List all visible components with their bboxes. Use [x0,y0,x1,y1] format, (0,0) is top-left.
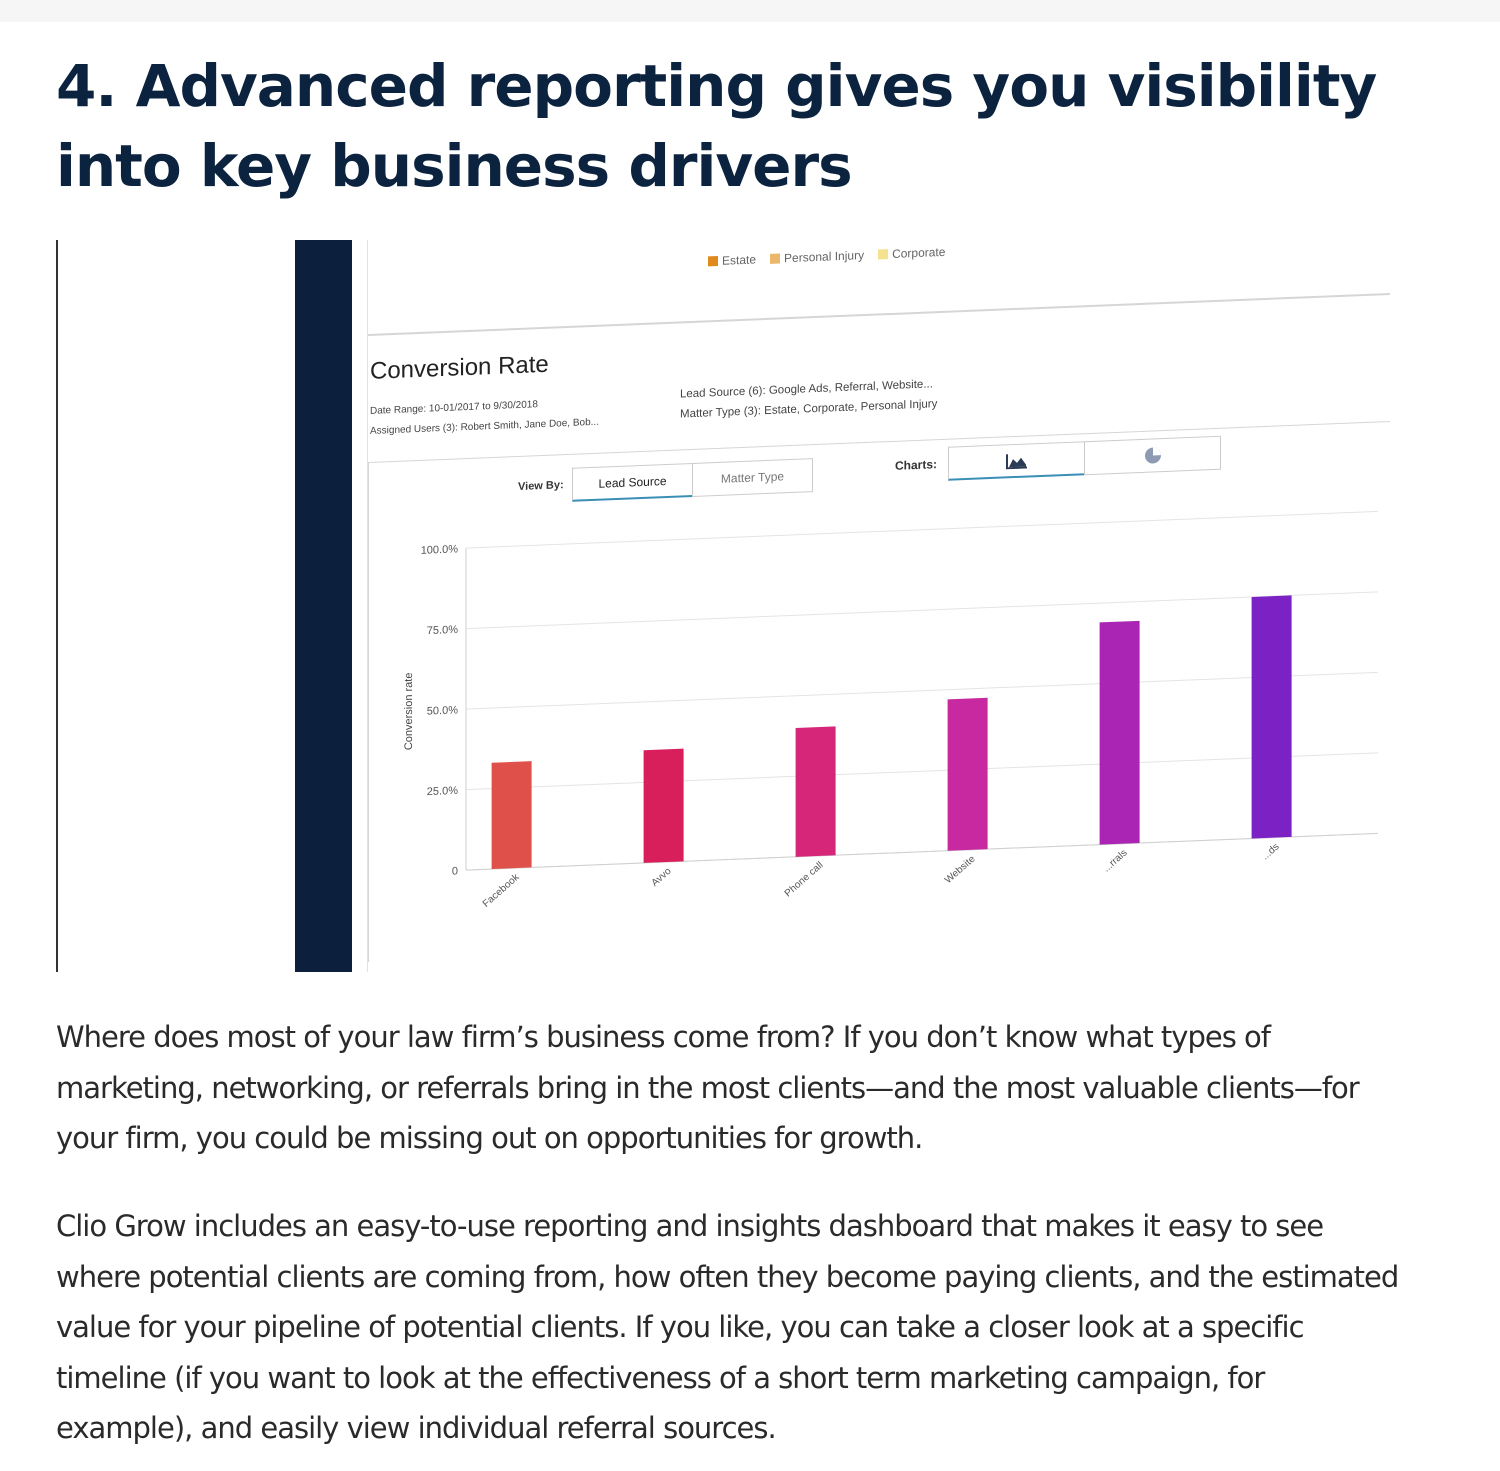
x-tick-label: Avvo [650,866,674,889]
report-meta-right: Lead Source (6): Google Ads, Referral, W… [680,374,937,424]
x-tick-label: Phone call [783,860,826,900]
view-by-matter-type-tab[interactable]: Matter Type [692,458,813,497]
report-meta-left: Date Range: 10-01/2017 to 9/30/2018 Assi… [370,393,599,442]
area-chart-icon [1005,453,1027,469]
bar-website [947,697,988,851]
report-title: Conversion Rate [370,350,549,385]
x-tick-label: ...rrals [1101,848,1129,875]
gridline [466,671,1378,710]
x-tick-label: ...ds [1260,841,1282,862]
y-tick-label: 0 [452,865,458,877]
x-tick-label: Website [943,853,978,886]
screenshot-border [56,240,58,972]
article-heading: 4. Advanced reporting gives you visibili… [56,52,1377,200]
legend-swatch-estate [708,255,718,267]
bar-chart-toggle[interactable] [948,441,1085,481]
legend-swatch-corporate [878,249,889,260]
bar-ads [1251,595,1292,839]
divider [368,292,1390,336]
conversion-rate-chart: 0 25.0% 50.0% 75.0% 100.0% Conversion rate Fac… [403,510,1378,910]
bar-facebook [491,761,532,870]
bar-avvo [643,748,684,863]
legend-item: Personal Injury [770,248,864,266]
y-tick-label: 50.0% [427,704,458,717]
gridline [466,510,1378,549]
x-axis [466,832,1378,871]
pie-chart-icon [1144,447,1161,464]
browser-top-strip [0,0,1500,22]
view-by-lead-source-tab[interactable]: Lead Source [572,462,693,502]
legend-swatch-personal-injury [770,253,781,264]
view-by-label: View By: [518,479,564,493]
bar-phone-call [795,726,836,857]
legend-item: Corporate [878,245,945,262]
bar-referrals [1099,620,1140,845]
gridline [466,752,1378,791]
matter-type-legend: Estate Personal Injury Corporate [708,245,945,269]
sidebar-separator [367,240,368,972]
gridline [466,591,1378,630]
report-panel: Estate Personal Injury Corporate Convers… [368,240,1390,972]
report-screenshot: Estate Personal Injury Corporate Convers… [56,240,1390,972]
article-paragraph-1: Where does most of your law firm’s busin… [56,1020,1360,1155]
article-paragraph-2: Clio Grow includes an easy-to-use report… [56,1209,1399,1445]
app-sidebar [295,240,352,972]
charts-label: Charts: [895,457,938,473]
legend-item: Estate [708,252,756,268]
panel-border [368,461,369,962]
x-tick-label: Facebook [481,871,522,909]
y-tick-label: 25.0% [427,785,458,798]
y-tick-label: 100.0% [421,543,459,557]
y-tick-label: 75.0% [427,624,458,637]
pie-chart-toggle[interactable] [1084,435,1221,476]
y-axis-label: Conversion rate [403,672,415,750]
